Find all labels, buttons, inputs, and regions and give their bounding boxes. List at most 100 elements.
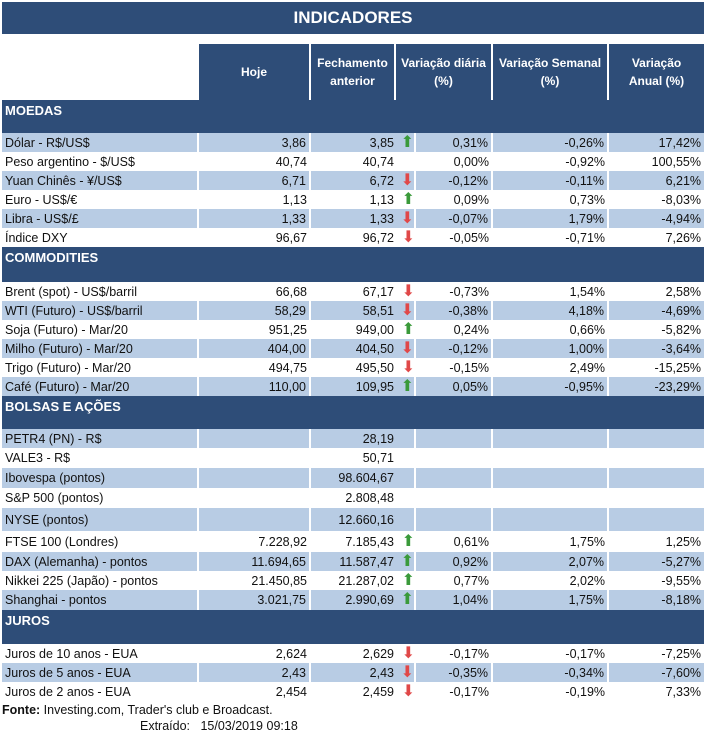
row-label: Juros de 5 anos - EUA xyxy=(2,663,198,682)
value-fechamento: 2,459 xyxy=(362,684,394,699)
arrow-up-icon: ⬆ xyxy=(401,320,415,338)
trend: ⬇ xyxy=(395,339,415,358)
table-row: S&P 500 (pontos) 2.808,48 xyxy=(2,488,704,508)
value-anual: -4,69% xyxy=(607,301,705,320)
extracted-line: Extraído: 15/03/2019 09:18 xyxy=(2,719,704,733)
header-anual: Variação Anual (%) xyxy=(607,44,705,100)
indicators-panel: INDICADORES Hoje Fechamento anterior Vari… xyxy=(2,2,705,733)
value-diaria: 0,09% xyxy=(453,192,490,207)
arrow-up-icon: ⬆ xyxy=(400,377,414,395)
trend: ⬇ xyxy=(395,209,415,228)
value-hoje: 404,00 xyxy=(197,339,310,358)
trend: ⬇ xyxy=(395,663,415,682)
value-hoje: 2,624 xyxy=(275,646,307,661)
trend: ⬆ xyxy=(395,590,415,610)
value-fechamento: 2.990,69 xyxy=(309,590,395,610)
value-hoje: 6,71 xyxy=(197,171,310,190)
row-label: Yuan Chinês - ¥/US$ xyxy=(2,171,198,190)
value-hoje: 110,00 xyxy=(197,377,310,396)
table-row: VALE3 - R$ 50,71 xyxy=(2,448,704,468)
value-diaria: 0,61% xyxy=(453,534,490,549)
value-hoje: 1,33 xyxy=(197,209,310,228)
value-diaria: -0,73% xyxy=(449,284,490,299)
value-hoje xyxy=(197,429,310,448)
value-fechamento: 2,629 xyxy=(362,646,394,661)
section-header: MOEDAS xyxy=(2,100,705,133)
value-anual: 7,26% xyxy=(665,230,702,245)
table-row: Dólar - R$/US$ 3,86 3,85 ⬆ 0,31% -0,26% 17,42% xyxy=(2,133,705,152)
value-hoje: 2,454 xyxy=(275,684,307,699)
value-fechamento: 404,50 xyxy=(309,339,395,358)
table-row: DAX (Alemanha) - pontos 11.694,65 11.587,4… xyxy=(2,552,705,571)
value-diaria: -0,12% xyxy=(413,171,493,190)
source-text: Investing.com, Trader's club e Broadcast… xyxy=(40,703,273,717)
header-fechamento: Fechamento anterior xyxy=(309,44,395,100)
trend xyxy=(395,448,415,468)
value-hoje: 7.228,92 xyxy=(258,534,307,549)
value-anual: -7,60% xyxy=(607,663,705,682)
value-semanal: 1,79% xyxy=(491,209,609,228)
value-hoje: 1,13 xyxy=(282,192,307,207)
section-header: JUROS xyxy=(2,610,705,644)
value-anual xyxy=(607,508,705,531)
section-title: JUROS xyxy=(2,610,705,644)
value-semanal: -0,26% xyxy=(491,133,609,152)
header-diaria-line2: (%) xyxy=(434,74,453,88)
value-diaria: -0,12% xyxy=(413,339,493,358)
trend: ⬇ xyxy=(395,171,415,190)
section-header: BOLSAS E AÇÕES xyxy=(2,396,705,429)
trend xyxy=(395,468,415,488)
value-anual xyxy=(607,468,705,488)
row-label: PETR4 (PN) - R$ xyxy=(2,429,198,448)
row-label: Peso argentino - $/US$ xyxy=(5,154,135,169)
value-fechamento: 58,51 xyxy=(309,301,395,320)
trend xyxy=(395,508,415,531)
row-label: Soja (Futuro) - Mar/20 xyxy=(5,322,128,337)
value-hoje: 96,67 xyxy=(275,230,307,245)
header-diaria: Variação diária (%) xyxy=(393,44,493,100)
value-anual: -23,29% xyxy=(607,377,705,396)
value-semanal xyxy=(491,468,609,488)
header-semanal-line1: Variação Semanal xyxy=(498,56,602,70)
value-hoje xyxy=(197,468,310,488)
arrow-up-icon: ⬆ xyxy=(400,133,414,151)
header-hoje-label: Hoje xyxy=(240,65,267,79)
header-fech-line2: anterior xyxy=(330,74,375,88)
arrow-down-icon: ⬇ xyxy=(401,228,415,246)
value-fechamento: 50,71 xyxy=(362,451,394,465)
arrow-up-icon: ⬆ xyxy=(400,591,414,608)
table-row: Índice DXY 96,67 96,72 ⬇ -0,05% -0,71% 7,26% xyxy=(2,228,704,247)
row-label: FTSE 100 (Londres) xyxy=(5,534,119,549)
value-fechamento: 21.287,02 xyxy=(338,573,394,588)
value-fechamento: 109,95 xyxy=(309,377,395,396)
header-anual-line1: Variação xyxy=(631,56,682,70)
value-fechamento: 2.808,48 xyxy=(345,491,394,505)
value-semanal: 1,75% xyxy=(491,590,609,610)
value-semanal: -0,71% xyxy=(565,230,606,245)
section-title: MOEDAS xyxy=(2,100,705,133)
table-row: Juros de 10 anos - EUA 2,624 2,629 ⬇ -0,17% -… xyxy=(2,644,704,663)
row-label: Brent (spot) - US$/barril xyxy=(5,284,137,299)
value-anual: -7,25% xyxy=(661,646,702,661)
value-anual: -3,64% xyxy=(607,339,705,358)
header-semanal: Variação Semanal (%) xyxy=(491,44,609,100)
arrow-up-icon: ⬆ xyxy=(401,532,415,550)
value-diaria xyxy=(413,468,493,488)
arrow-down-icon: ⬇ xyxy=(401,682,415,700)
value-semanal: -0,19% xyxy=(565,684,606,699)
source-line: Fonte: Investing.com, Trader's club e Br… xyxy=(2,703,704,717)
table-row: Juros de 5 anos - EUA 2,43 2,43 ⬇ -0,35% -0,3… xyxy=(2,663,705,682)
value-diaria: 0,00% xyxy=(453,154,490,169)
value-diaria xyxy=(413,508,493,531)
trend: ⬇ xyxy=(395,644,415,663)
value-hoje xyxy=(197,508,310,531)
value-semanal: 0,73% xyxy=(569,192,606,207)
trend: ⬆ xyxy=(395,531,415,552)
value-anual xyxy=(608,448,704,468)
value-semanal: -0,95% xyxy=(491,377,609,396)
value-anual xyxy=(607,429,705,448)
value-semanal: -0,92% xyxy=(565,154,606,169)
trend: ⬇ xyxy=(395,228,415,247)
value-fechamento: 11.587,47 xyxy=(309,552,395,571)
value-hoje xyxy=(198,448,310,468)
